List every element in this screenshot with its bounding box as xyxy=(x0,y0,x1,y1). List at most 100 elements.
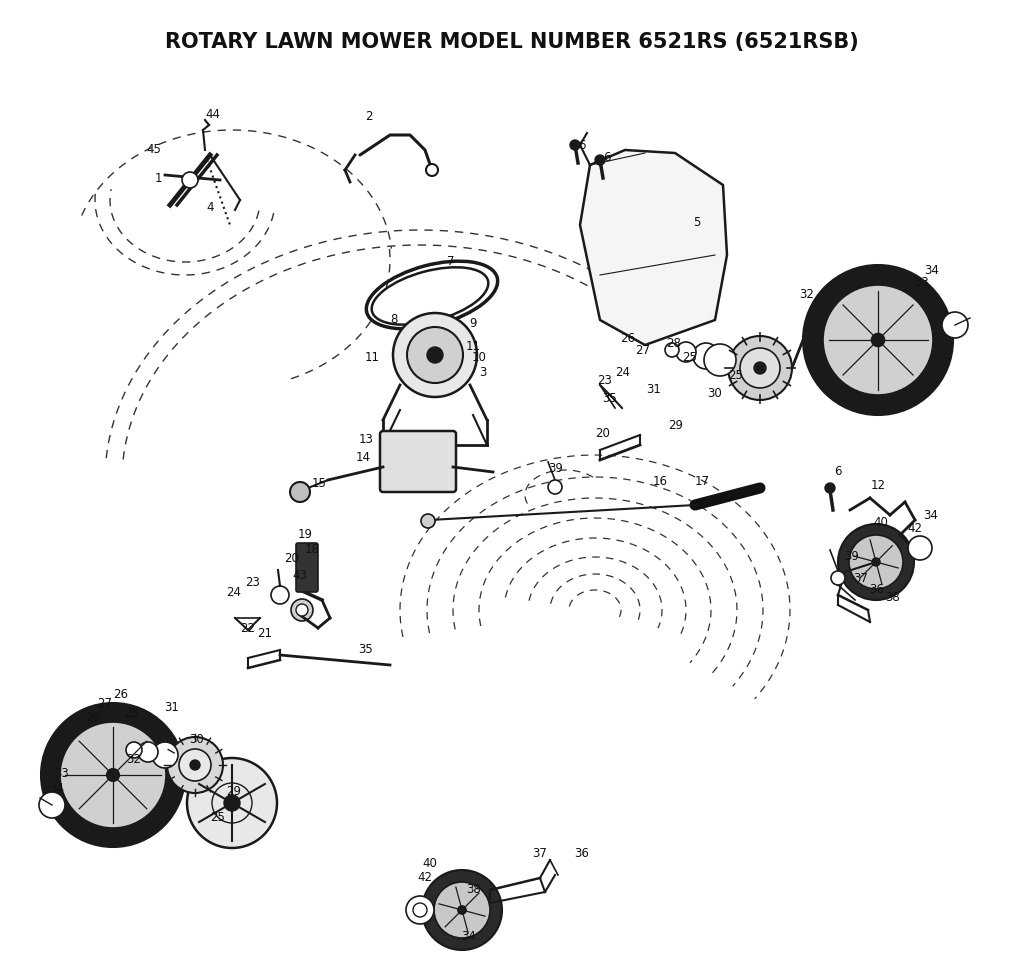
Text: 35: 35 xyxy=(358,643,373,657)
Text: 24: 24 xyxy=(226,586,241,600)
Circle shape xyxy=(296,604,308,616)
Circle shape xyxy=(728,336,792,400)
Circle shape xyxy=(908,536,932,560)
Text: 34: 34 xyxy=(49,781,63,795)
Text: 20: 20 xyxy=(285,552,299,566)
Circle shape xyxy=(413,903,427,917)
Text: 33: 33 xyxy=(54,767,69,780)
Circle shape xyxy=(271,586,289,604)
Text: 4: 4 xyxy=(206,201,214,215)
Text: 25: 25 xyxy=(124,707,138,720)
Text: 26: 26 xyxy=(114,688,128,701)
Circle shape xyxy=(693,343,719,369)
Circle shape xyxy=(393,313,477,397)
Text: 37: 37 xyxy=(532,847,547,861)
Text: 40: 40 xyxy=(873,515,888,529)
Text: 17: 17 xyxy=(695,475,710,488)
Text: 2: 2 xyxy=(365,109,373,123)
Circle shape xyxy=(823,285,933,395)
Text: 34: 34 xyxy=(462,929,476,943)
Circle shape xyxy=(740,348,780,388)
Text: 11: 11 xyxy=(365,351,379,365)
Text: 19: 19 xyxy=(298,528,312,542)
Circle shape xyxy=(422,870,502,950)
Circle shape xyxy=(595,155,605,165)
Text: 31: 31 xyxy=(165,701,179,715)
Text: 11: 11 xyxy=(466,339,480,353)
Text: 8: 8 xyxy=(390,312,398,326)
Circle shape xyxy=(754,362,766,374)
Text: 32: 32 xyxy=(126,752,140,766)
Circle shape xyxy=(434,882,490,938)
Text: 6: 6 xyxy=(603,151,611,164)
Circle shape xyxy=(41,703,185,847)
Text: 38: 38 xyxy=(466,883,480,896)
Text: 43: 43 xyxy=(293,569,307,582)
Text: 24: 24 xyxy=(615,366,630,379)
Circle shape xyxy=(152,742,178,768)
Circle shape xyxy=(548,480,562,494)
Polygon shape xyxy=(580,150,727,345)
Text: 28: 28 xyxy=(667,337,681,350)
Text: 5: 5 xyxy=(692,216,700,229)
Circle shape xyxy=(407,327,463,383)
Circle shape xyxy=(871,334,885,346)
Circle shape xyxy=(458,906,466,914)
Text: 23: 23 xyxy=(597,373,611,387)
Circle shape xyxy=(167,737,223,793)
Text: 40: 40 xyxy=(423,857,437,870)
Circle shape xyxy=(290,482,310,502)
Circle shape xyxy=(291,599,313,621)
Text: 42: 42 xyxy=(907,522,922,536)
Text: 36: 36 xyxy=(574,847,589,861)
Text: 30: 30 xyxy=(189,733,204,747)
Text: 20: 20 xyxy=(595,426,609,440)
Circle shape xyxy=(676,342,696,362)
Circle shape xyxy=(406,896,434,924)
Circle shape xyxy=(849,535,903,589)
Text: 37: 37 xyxy=(853,571,867,585)
Text: 31: 31 xyxy=(646,383,660,396)
Circle shape xyxy=(427,347,443,363)
Text: 21: 21 xyxy=(257,627,271,640)
Text: 32: 32 xyxy=(800,288,814,302)
Text: 28: 28 xyxy=(85,711,99,724)
Text: 7: 7 xyxy=(446,254,455,268)
Circle shape xyxy=(126,742,142,758)
FancyBboxPatch shape xyxy=(296,543,318,592)
Text: 26: 26 xyxy=(621,332,635,345)
Ellipse shape xyxy=(372,267,488,325)
Circle shape xyxy=(138,742,158,762)
Circle shape xyxy=(190,760,200,770)
Circle shape xyxy=(106,769,120,781)
Text: 6: 6 xyxy=(578,138,586,152)
Text: 27: 27 xyxy=(636,343,650,357)
Text: 36: 36 xyxy=(869,583,884,597)
Text: ROTARY LAWN MOWER MODEL NUMBER 6521RS (6521RSB): ROTARY LAWN MOWER MODEL NUMBER 6521RS (6… xyxy=(165,32,859,52)
Circle shape xyxy=(831,571,845,585)
Text: 38: 38 xyxy=(886,591,900,604)
Text: 15: 15 xyxy=(312,477,327,490)
Circle shape xyxy=(39,792,65,818)
Text: 22: 22 xyxy=(241,622,255,635)
Circle shape xyxy=(942,312,968,338)
Text: 29: 29 xyxy=(669,419,683,432)
Text: 1: 1 xyxy=(155,172,163,186)
Text: 42: 42 xyxy=(418,870,432,884)
Circle shape xyxy=(224,795,240,811)
Text: 39: 39 xyxy=(549,461,563,475)
Text: 9: 9 xyxy=(469,317,477,331)
Circle shape xyxy=(803,265,953,415)
Circle shape xyxy=(872,558,880,566)
Text: 29: 29 xyxy=(226,784,241,798)
Text: 18: 18 xyxy=(305,542,319,556)
Text: 25: 25 xyxy=(728,368,742,382)
Circle shape xyxy=(825,483,835,493)
Text: 44: 44 xyxy=(206,107,220,121)
Circle shape xyxy=(421,514,435,528)
Text: 35: 35 xyxy=(602,392,616,405)
Text: 16: 16 xyxy=(653,475,668,488)
Circle shape xyxy=(426,164,438,176)
Text: 6: 6 xyxy=(834,465,842,479)
Text: 25: 25 xyxy=(682,351,696,365)
